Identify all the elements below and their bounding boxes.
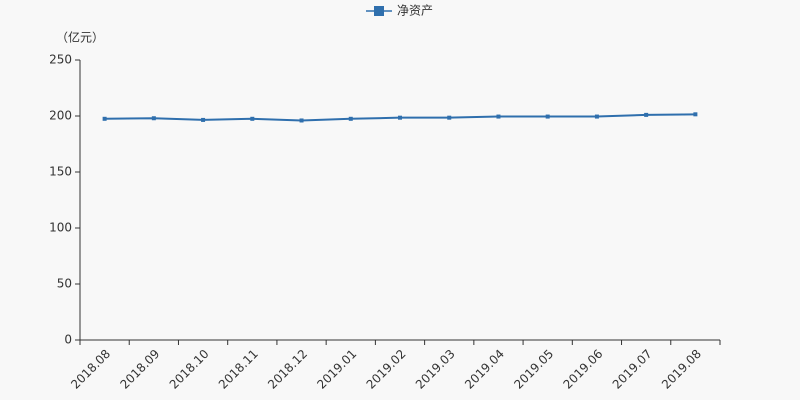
point [545,114,550,119]
x-tick-label: 2019.08 [659,347,704,392]
y-tick-label: 0 [64,333,72,347]
point [201,117,206,122]
x-tick-label: 2019.04 [462,347,507,392]
point [348,116,353,121]
y-tick-label: 200 [49,109,72,123]
point [151,116,156,121]
point [594,114,599,119]
y-tick-label: 50 [57,277,72,291]
point [398,115,402,120]
x-tick-label: 2018.09 [117,347,162,392]
x-tick-label: 2018.11 [216,347,261,392]
y-axis-label: （亿元） [56,30,104,45]
x-tick-label: 2019.02 [364,347,409,392]
point [102,116,107,121]
point [496,114,501,119]
legend-marker [374,6,384,16]
point [299,118,304,123]
x-tick-label: 2019.06 [561,347,606,392]
x-tick-label: 2018.10 [167,347,212,392]
x-tick-label: 2019.03 [413,347,458,392]
point [693,112,698,117]
x-tick-label: 2019.05 [511,347,556,392]
x-tick-label: 2018.08 [68,347,113,392]
point [644,112,649,117]
point [250,116,255,121]
y-tick-label: 100 [49,221,72,235]
legend-label: 净资产 [397,4,433,18]
x-tick-label: 2019.07 [610,347,655,392]
x-tick-label: 2018.12 [265,347,310,392]
x-tick-label: 2019.01 [314,347,359,392]
y-tick-label: 150 [49,165,72,179]
point [447,115,452,120]
y-tick-label: 250 [49,53,72,67]
